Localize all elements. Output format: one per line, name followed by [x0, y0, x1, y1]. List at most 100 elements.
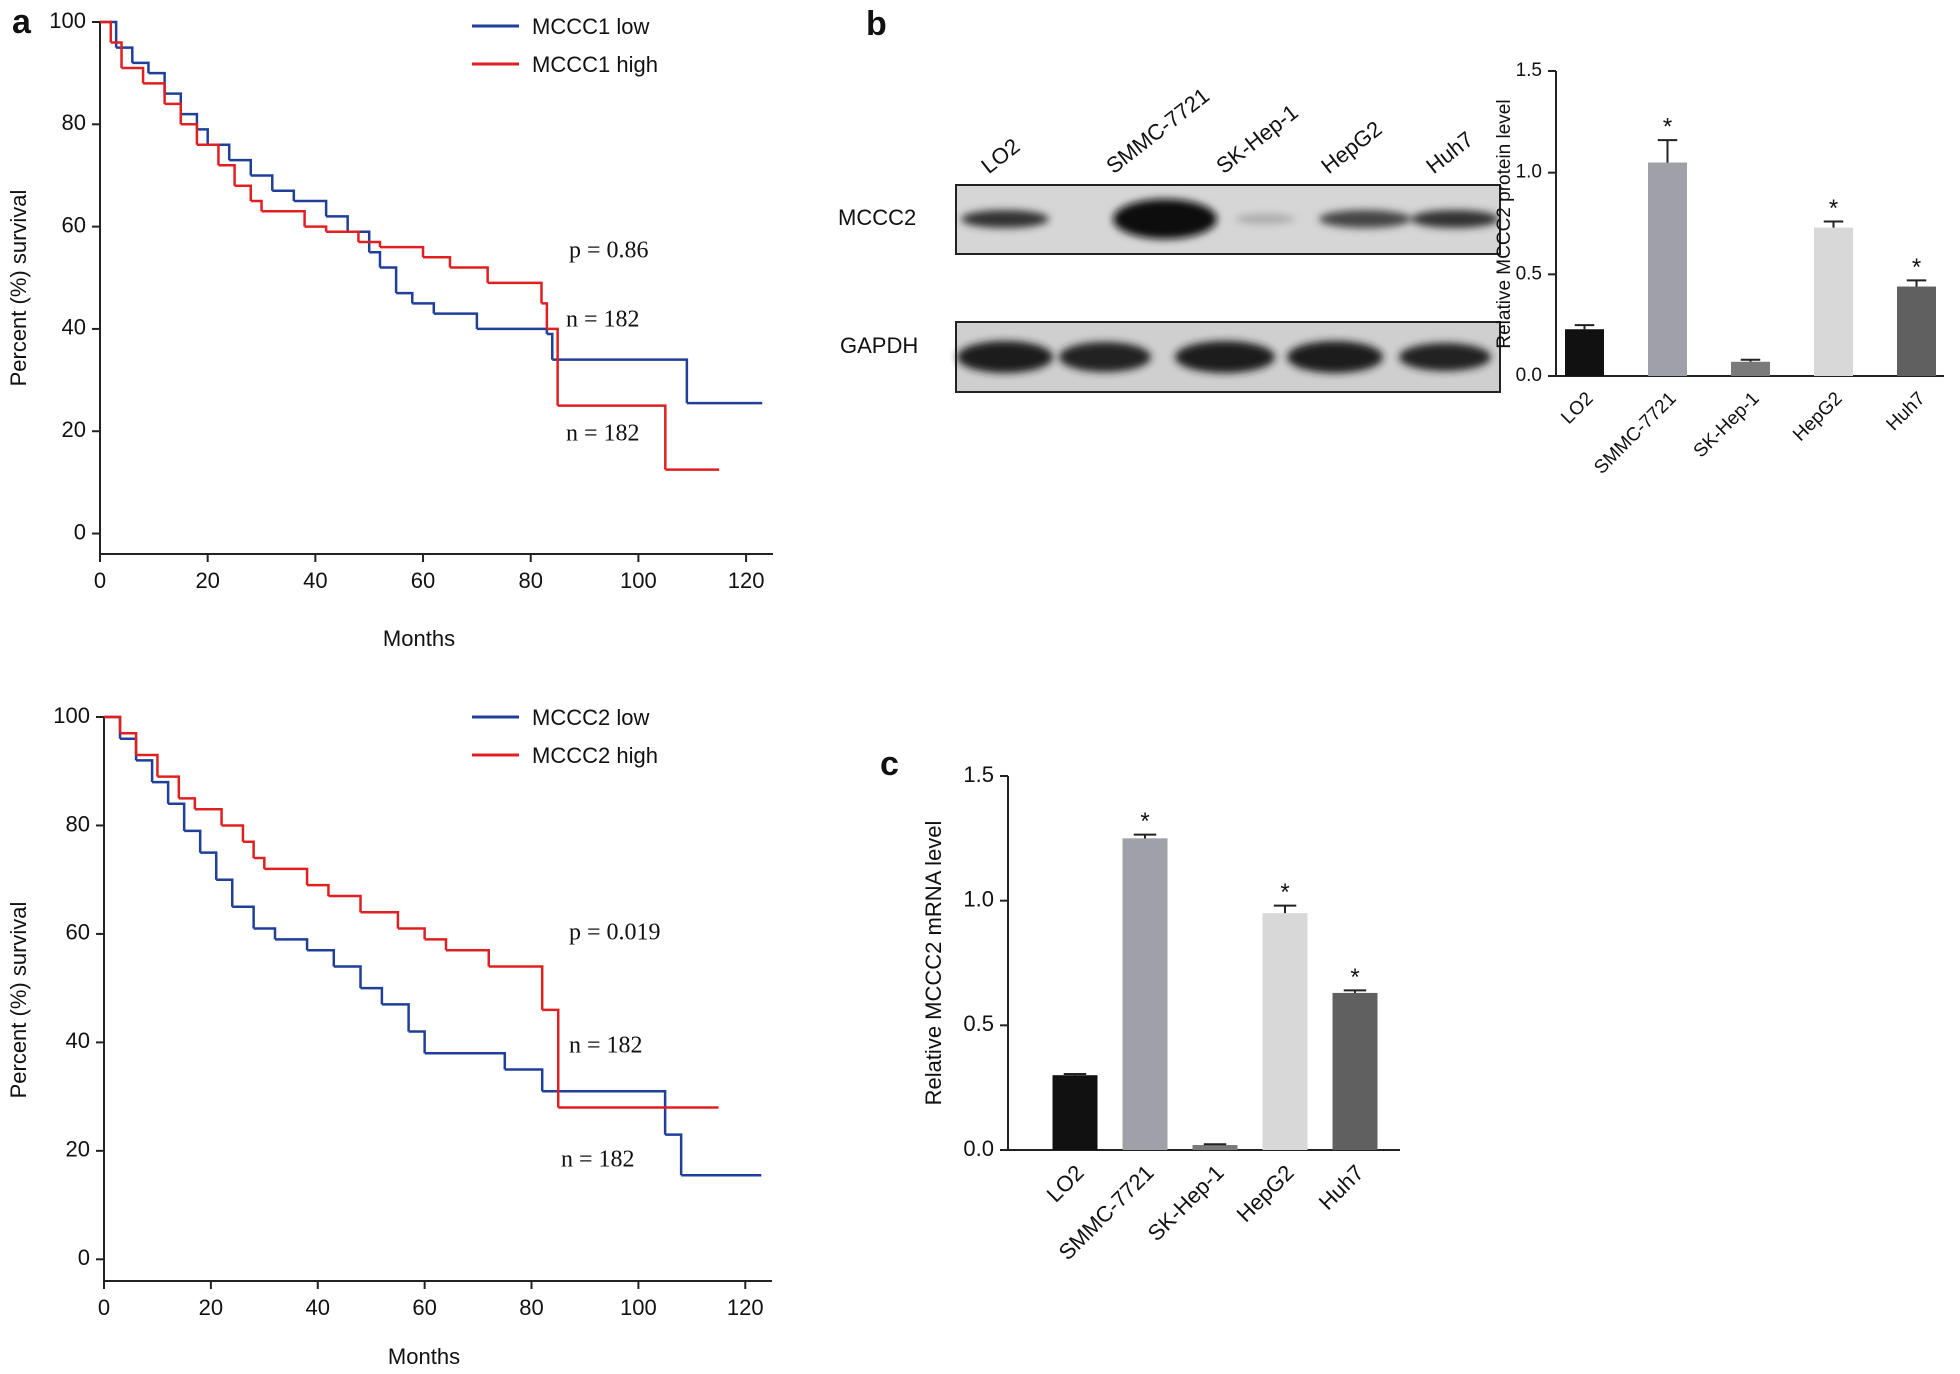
bar — [1332, 992, 1378, 1150]
y-tick-label: 0.0 — [1516, 365, 1542, 386]
survival-step — [164, 102, 183, 125]
survival-step — [326, 230, 360, 242]
survival-step — [216, 878, 234, 907]
blot-row-label: MCCC2 — [838, 205, 916, 230]
error-bar — [1823, 220, 1844, 228]
survival-step — [200, 851, 218, 880]
survival-step — [196, 128, 209, 145]
survival-step — [143, 82, 166, 104]
bar — [1897, 286, 1936, 376]
lane-label: LO2 — [976, 133, 1024, 178]
y-axis-label: Relative MCCC2 protein level — [1494, 99, 1515, 348]
band — [957, 341, 1053, 373]
y-axis-label: Percent (%) survival — [6, 190, 31, 387]
survival-step — [487, 281, 543, 304]
band — [1399, 343, 1491, 371]
y-tick-label: 100 — [53, 703, 90, 728]
survival-step — [546, 327, 559, 406]
survival-step — [408, 1030, 426, 1054]
band — [961, 210, 1049, 228]
annotation: p = 0.86 — [569, 238, 649, 264]
y-tick-label: 60 — [62, 212, 86, 237]
x-tick-label: 100 — [620, 568, 657, 593]
error-bar — [1273, 904, 1297, 914]
y-tick-label: 60 — [66, 920, 90, 945]
bar — [1122, 838, 1168, 1150]
error-bar — [1063, 1072, 1087, 1076]
y-tick-label: 1.5 — [963, 762, 994, 787]
survival-step — [476, 327, 549, 335]
y-tick-label: 80 — [62, 110, 86, 135]
survival-step — [557, 404, 667, 470]
significance-mark: * — [1912, 254, 1921, 281]
survival-step — [488, 965, 544, 1010]
survival-step — [218, 163, 236, 186]
x-tick-label: HepG2 — [1232, 1160, 1299, 1227]
survival-step — [326, 215, 349, 232]
y-axis-label: Relative MCCC2 mRNA level — [921, 821, 946, 1106]
survival-step — [104, 715, 122, 739]
survival-step — [104, 715, 122, 734]
survival-step — [250, 174, 274, 191]
annotation: n = 182 — [566, 421, 640, 447]
x-tick-label: 20 — [195, 568, 219, 593]
x-tick-label: SMMC-7721 — [1590, 388, 1680, 478]
error-bar — [1203, 1143, 1227, 1146]
y-axis-label: Percent (%) survival — [6, 902, 31, 1099]
survival-step — [116, 46, 134, 63]
x-tick-label: 80 — [518, 568, 542, 593]
survival-step — [178, 797, 197, 810]
y-tick-label: 0 — [74, 519, 86, 544]
y-tick-label: 20 — [66, 1137, 90, 1162]
panel-label: a — [12, 3, 32, 41]
lane-label: HepG2 — [1316, 116, 1386, 179]
x-tick-label: Huh7 — [1883, 388, 1930, 435]
annotation: n = 182 — [566, 307, 640, 333]
survival-step — [449, 266, 489, 283]
y-tick-label: 20 — [62, 417, 86, 442]
bar — [1814, 227, 1853, 376]
legend-label: MCCC1 high — [532, 52, 658, 77]
survival-step — [541, 302, 549, 329]
survival-step — [433, 312, 479, 329]
survival-step — [180, 123, 199, 145]
annotation: n = 182 — [561, 1147, 635, 1173]
y-tick-label: 1.0 — [963, 886, 994, 911]
band — [1319, 210, 1411, 228]
survival-step — [304, 225, 328, 232]
survival-step — [328, 894, 362, 913]
x-tick-label: LO2 — [1042, 1160, 1089, 1207]
survival-step — [424, 1051, 507, 1070]
significance-mark: * — [1140, 808, 1149, 835]
band — [1059, 342, 1151, 372]
survival-step — [424, 938, 448, 951]
error-bar — [1740, 358, 1761, 362]
x-axis-label: Months — [388, 1344, 460, 1369]
survival-step — [110, 41, 123, 69]
survival-step — [396, 291, 414, 304]
survival-step — [261, 210, 306, 227]
legend-label: MCCC2 low — [532, 705, 649, 730]
y-tick-label: 0.5 — [963, 1011, 994, 1036]
y-tick-label: 1.0 — [1516, 162, 1542, 183]
survival-step — [180, 112, 199, 130]
x-tick-label: 0 — [94, 568, 106, 593]
significance-mark: * — [1280, 879, 1289, 906]
annotation: p = 0.019 — [569, 920, 661, 946]
x-tick-label: LO2 — [1557, 388, 1597, 428]
survival-step — [232, 905, 255, 929]
x-tick-label: 0 — [98, 1295, 110, 1320]
x-tick-label: 60 — [411, 568, 435, 593]
survival-step — [369, 250, 382, 268]
survival-step — [234, 184, 253, 202]
x-tick-label: 40 — [303, 568, 327, 593]
survival-step — [665, 1133, 683, 1176]
survival-step — [120, 732, 138, 755]
band — [1175, 341, 1275, 373]
significance-mark: * — [1663, 113, 1672, 140]
survival-step — [229, 158, 253, 176]
lane-label: SK-Hep-1 — [1211, 99, 1303, 178]
x-tick-label: 20 — [199, 1295, 223, 1320]
survival-step — [221, 824, 245, 842]
survival-step — [542, 1008, 560, 1108]
